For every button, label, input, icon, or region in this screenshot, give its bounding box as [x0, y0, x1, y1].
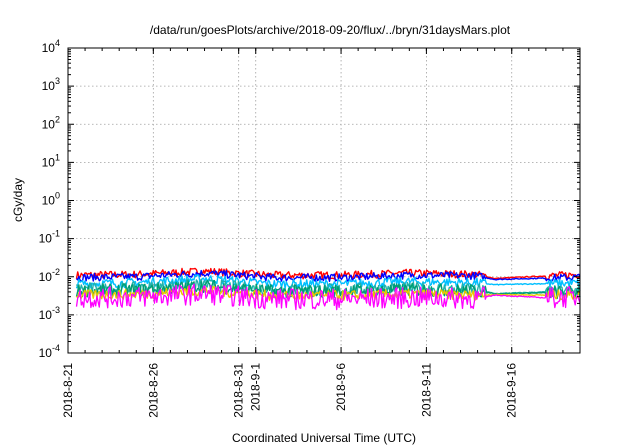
x-tick-label: 2018-8-26	[146, 363, 160, 418]
series-line	[75, 283, 581, 311]
y-tick-label: 10-4	[39, 343, 60, 360]
y-tick-label: 10-1	[39, 229, 60, 246]
y-tick-label: 10-2	[39, 267, 60, 284]
y-axis-label: cGy/day	[11, 178, 25, 222]
x-tick-labels: 2018-8-21 2018-8-26 2018-8-31 2018-9-1 2018-…	[61, 363, 519, 418]
y-tick-label: 10-3	[39, 305, 60, 322]
y-tick-label: 100	[42, 191, 60, 208]
x-tick-label: 2018-8-31	[232, 363, 246, 418]
y-tick-label: 104	[42, 38, 60, 55]
x-tick-label: 2018-9-1	[249, 363, 263, 411]
x-tick-label: 2018-9-6	[334, 363, 348, 411]
series-line	[76, 269, 581, 283]
x-tick-label: 2018-8-21	[61, 363, 75, 418]
axis-ticks	[67, 47, 581, 354]
chart-title: /data/run/goesPlots/archive/2018-09-20/f…	[150, 23, 511, 37]
y-tick-label: 102	[42, 114, 60, 131]
data-series	[75, 267, 581, 311]
y-tick-labels: 10-4 10-3 10-2 10-1 100 101 102 103 104	[39, 38, 60, 360]
x-axis-label: Coordinated Universal Time (UTC)	[232, 431, 416, 445]
x-tick-label: 2018-9-16	[505, 363, 519, 418]
y-tick-label: 103	[42, 76, 60, 93]
y-tick-label: 101	[42, 152, 60, 169]
x-tick-label: 2018-9-11	[419, 363, 433, 417]
grid-lines	[68, 48, 580, 353]
